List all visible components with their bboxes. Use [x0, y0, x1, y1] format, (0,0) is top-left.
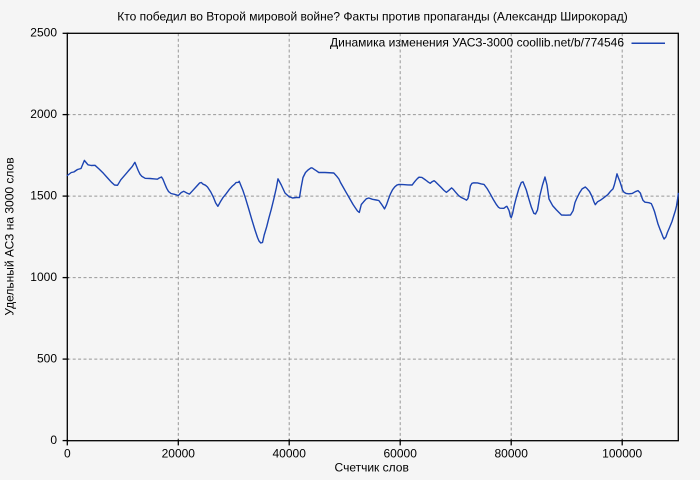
svg-text:0: 0 [50, 433, 57, 447]
svg-text:Кто победил во Второй мировой: Кто победил во Второй мировой войне? Фак… [117, 10, 628, 24]
svg-text:80000: 80000 [495, 447, 529, 461]
svg-text:2500: 2500 [30, 26, 57, 40]
svg-text:Удельный АСЗ на 3000 слов: Удельный АСЗ на 3000 слов [3, 157, 17, 315]
svg-text:Счетчик слов: Счетчик слов [335, 461, 409, 475]
svg-text:1000: 1000 [30, 270, 57, 284]
svg-text:100000: 100000 [602, 447, 642, 461]
svg-text:2000: 2000 [30, 107, 57, 121]
svg-text:Динамика изменения УАСЗ-3000 c: Динамика изменения УАСЗ-3000 coollib.net… [330, 36, 624, 50]
svg-text:60000: 60000 [384, 447, 418, 461]
svg-text:0: 0 [64, 447, 71, 461]
svg-text:500: 500 [37, 351, 57, 365]
svg-text:20000: 20000 [162, 447, 196, 461]
svg-text:1500: 1500 [30, 188, 57, 202]
svg-text:40000: 40000 [273, 447, 307, 461]
